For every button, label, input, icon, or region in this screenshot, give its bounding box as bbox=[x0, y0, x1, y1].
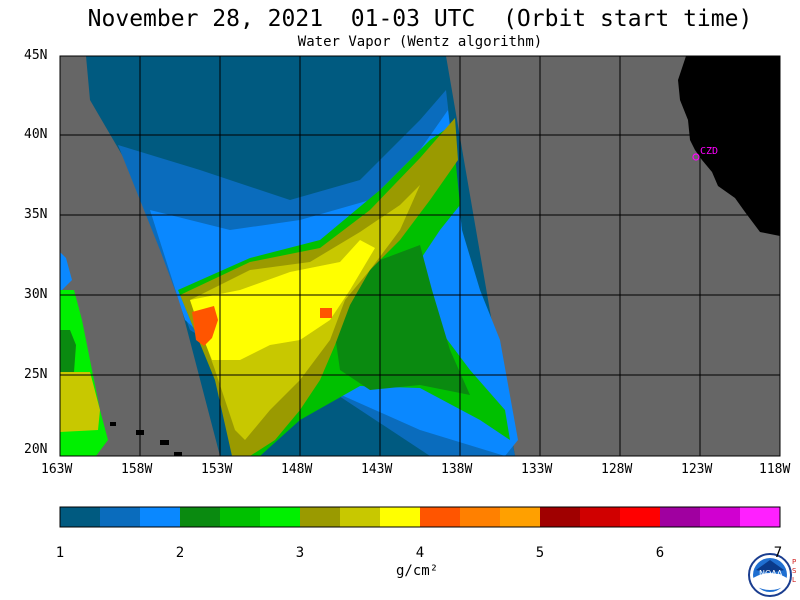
lat-label: 35N bbox=[24, 207, 48, 222]
colorbar-units: g/cm² bbox=[396, 563, 439, 579]
colorbar-segment bbox=[460, 507, 501, 527]
psl-side-text: PSL bbox=[792, 558, 797, 584]
colorbar-segment bbox=[660, 507, 701, 527]
swath-layer bbox=[60, 56, 780, 456]
left-swath-blue bbox=[60, 252, 72, 292]
colorbar-tick-label: 4 bbox=[415, 545, 425, 561]
lon-label: 148W bbox=[281, 462, 313, 477]
noaa-logo bbox=[748, 553, 792, 597]
lat-label: 25N bbox=[24, 367, 48, 382]
colorbar-segment bbox=[500, 507, 541, 527]
lon-label: 133W bbox=[521, 462, 553, 477]
lon-label: 158W bbox=[121, 462, 153, 477]
map-frame bbox=[59, 55, 781, 457]
colorbar-tick-label: 5 bbox=[535, 545, 545, 561]
swath-yellow bbox=[190, 240, 375, 360]
colorbar-tick-label: 1 bbox=[55, 545, 65, 561]
chart-subtitle: Water Vapor (Wentz algorithm) bbox=[297, 34, 543, 50]
left-swath-dark-green bbox=[60, 330, 76, 372]
lat-label: 30N bbox=[24, 287, 48, 302]
lon-label: 153W bbox=[201, 462, 233, 477]
colorbar-segment bbox=[60, 507, 101, 527]
lon-label: 118W bbox=[759, 462, 791, 477]
colorbar-segment bbox=[260, 507, 301, 527]
swath-dark-green bbox=[330, 245, 470, 395]
colorbar-segment bbox=[620, 507, 661, 527]
lat-label: 45N bbox=[24, 48, 48, 63]
hawaii-island-3 bbox=[160, 440, 169, 445]
land-north-america bbox=[678, 56, 780, 236]
colorbar-segment bbox=[580, 507, 621, 527]
swath-orange-1 bbox=[192, 306, 218, 346]
noaa-logo-text: NOAA bbox=[759, 569, 783, 578]
colorbar-tick-label: 6 bbox=[655, 545, 665, 561]
colorbar-segment bbox=[700, 507, 741, 527]
colorbar bbox=[60, 507, 781, 527]
lat-label: 40N bbox=[24, 127, 48, 142]
colorbar-segment bbox=[300, 507, 341, 527]
chart-title: November 28, 2021 01-03 UTC (Orbit start… bbox=[87, 6, 753, 32]
lon-label: 138W bbox=[441, 462, 473, 477]
lon-label: 163W bbox=[41, 462, 73, 477]
colorbar-tick-label: 3 bbox=[295, 545, 305, 561]
lon-label: 143W bbox=[361, 462, 393, 477]
colorbar-segment bbox=[100, 507, 141, 527]
colorbar-frame bbox=[59, 506, 781, 528]
lon-label: 123W bbox=[681, 462, 713, 477]
station-marker bbox=[692, 153, 700, 161]
lat-label: 20N bbox=[24, 442, 48, 457]
hawaii-island-4 bbox=[174, 452, 182, 456]
colorbar-segment bbox=[140, 507, 181, 527]
station-label: CZD bbox=[700, 146, 719, 157]
lon-label: 128W bbox=[601, 462, 633, 477]
colorbar-tick-label: 2 bbox=[175, 545, 185, 561]
colorbar-segment bbox=[340, 507, 381, 527]
map-grid bbox=[60, 56, 780, 456]
hawaii-island-1 bbox=[110, 422, 116, 426]
colorbar-tick-label: 7 bbox=[773, 545, 783, 561]
left-swath-olive bbox=[60, 372, 100, 432]
colorbar-segment bbox=[740, 507, 781, 527]
colorbar-segment bbox=[540, 507, 581, 527]
colorbar-segment bbox=[380, 507, 421, 527]
colorbar-segment bbox=[420, 507, 461, 527]
swath-orange-2 bbox=[320, 308, 332, 318]
colorbar-segment bbox=[220, 507, 261, 527]
colorbar-segment bbox=[180, 507, 221, 527]
